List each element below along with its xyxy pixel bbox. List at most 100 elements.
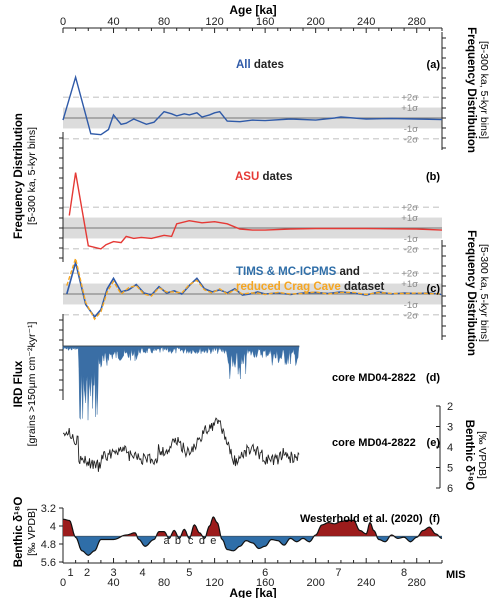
sigma-label-c: +2σ [401,269,418,280]
y-tick-label-e: 2 [447,401,453,413]
y-tick-label-e: 3 [447,422,453,434]
ylabel-right-c: Frequency Distribution [5-300 ka, 5-kyr … [465,230,490,356]
y-tick-label-f: 5.6 [41,557,56,569]
ylabel-left-d: IRD Flux [grains >150µm cm⁻²kyr⁻¹] [13,322,38,447]
mis-label: 1 [68,567,74,579]
mis-label: 7 [335,567,341,579]
sigma-label-b: +1σ [401,213,418,224]
mis-substage-label: e [210,535,216,547]
sigma-label-b: +2σ [401,203,418,214]
axes [59,27,446,564]
x-tick-label-top: 40 [107,16,119,28]
labels: 0 0 40 40 80 80 120 120 160 160 200 200 240 240 280 280… [41,16,453,589]
x-tick-label-top: 0 [60,16,66,28]
panel-a-title-colored: All [236,59,251,71]
series-line-asu-dates [68,172,443,250]
panel-f-letter: (f) [429,513,440,525]
mis-label: 2 [84,567,90,579]
panel-c-title-line2-rest: dataset [341,281,385,293]
ylabel-left-d-sub: [grains >150µm cm⁻²kyr⁻¹] [26,322,38,447]
x-tick-label-bottom: 80 [158,577,170,589]
x-tick-label-top: 160 [256,16,274,28]
sigma-label-a: +2σ [401,93,418,104]
y-tick-label-e: 6 [447,483,453,495]
panel-b-title-colored: ASU [235,171,259,183]
x-tick-label-top: 80 [158,16,170,28]
x-axis-title-bottom: Age [ka] [229,586,276,598]
panel-c-title-line2: reduced Crag Cave dataset [236,281,384,293]
ylabel-left-f: Benthic δ¹⁸O [‰ VPDB] [13,497,38,568]
x-tick-label-top: 240 [357,16,375,28]
mis-label: 6 [262,567,268,579]
mis-label: 4 [140,567,146,579]
sigma-label-c: -2σ [404,310,418,321]
ylabel-right-e-sub: [‰ VPDB] [476,431,488,479]
panel-d-label: core MD04-2822 [332,372,416,384]
series-line-tims-mc-icpms [66,259,443,319]
mis-label: 5 [186,567,192,579]
sigma-label-a: -2σ [404,134,418,145]
panel-d-letter: (d) [426,372,440,384]
ylabel-left-f-sub: [‰ VPDB] [26,508,38,556]
x-tick-label-bottom: 240 [357,577,375,589]
mis-substage-label: b [175,535,181,547]
series-line-all-dates [62,74,443,136]
panel-b-letter: (b) [426,171,440,183]
ylabel-left-b-main: Frequency Distribution [13,113,25,239]
mis-substage-label: a [164,535,171,547]
x-axis-title-top: Age [ka] [229,3,276,17]
ird-flux-bars [62,345,300,421]
panel-b-title-rest: dates [259,171,292,183]
panel-c-title-line1-rest: and [336,266,360,278]
y-tick-label-e: 5 [447,463,453,475]
x-tick-label-bottom: 120 [205,577,223,589]
ylabel-right-a-sub: [5-300 ka, 5-kyr bins] [478,41,490,139]
mis-label: 8 [401,567,407,579]
ylabel-right-e-main: Benthic δ¹⁸O [463,420,475,491]
panel-f-label: Westerhold et al. (2020) [300,513,423,525]
y-tick-label-f: 3.2 [41,503,56,515]
glacial-fill [63,536,442,556]
ylabel-right-a-main: Frequency Distribution [465,27,477,153]
sigma-label-c: -1σ [404,300,418,311]
x-tick-label-bottom: 200 [306,577,324,589]
panel-c-title-colored: TIMS & MC-ICPMS [236,266,337,278]
x-tick-label-bottom: 0 [60,577,66,589]
panel-c-letter: (c) [427,283,441,295]
ylabel-left-f-main: Benthic δ¹⁸O [13,497,25,568]
mis-substage-label: d [199,535,205,547]
panel-a-letter: (a) [427,59,441,71]
mis-substage-label: c [188,535,194,547]
panel-e-letter: (e) [427,437,441,449]
sigma-label-a: -1σ [404,124,418,135]
panel-c-title-line2-colored: reduced Crag Cave [236,281,341,293]
series [62,74,443,556]
x-tick-label-top: 280 [408,16,426,28]
series-line-reduced-crag-cave [66,255,443,321]
westerhold-line [63,516,443,556]
ylabel-right-c-main: Frequency Distribution [465,230,477,356]
y-tick-label-f: 4.8 [41,539,56,551]
benthic-core-line [62,417,300,472]
x-tick-label-bottom: 280 [408,577,426,589]
x-tick-label-top: 120 [205,16,223,28]
sigma-label-c: +1σ [401,279,418,290]
x-tick-label-top: 200 [306,16,324,28]
sigma-label-b: -1σ [404,234,418,245]
panel-c-title-line1: TIMS & MC-ICPMS and [236,266,360,278]
interglacial-fill [63,517,442,537]
panel-a-title-rest: dates [251,59,284,71]
panel-a-title: All dates [236,59,284,71]
mis-title: MIS [446,569,466,581]
ylabel-left-d-main: IRD Flux [13,360,25,407]
x-tick-label-bottom: 40 [107,577,119,589]
sigma-label-b: -2σ [404,244,418,255]
panel-e-label: core MD04-2822 [332,437,416,449]
ylabel-left-b: Frequency Distribution [5-300 ka, 5-kyr … [13,113,38,239]
y-tick-label-f: 4 [50,521,56,533]
ylabel-left-b-sub: [5-300 ka, 5-kyr bins] [26,127,38,225]
panel-b-title: ASU dates [235,171,293,183]
y-tick-label-e: 4 [447,442,453,454]
mis-label: 3 [110,567,116,579]
